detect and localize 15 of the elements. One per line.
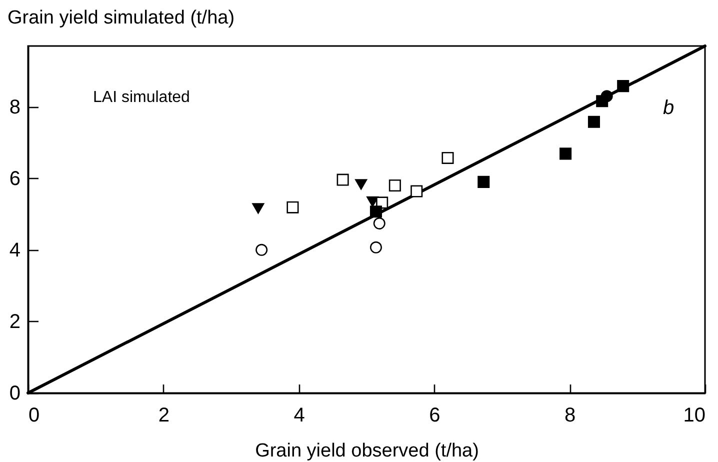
y-tick-label: 0 <box>9 382 20 404</box>
y-tick-label: 6 <box>9 168 20 190</box>
x-axis-title: Grain yield observed (t/ha) <box>255 440 479 462</box>
annotation: b <box>663 97 674 119</box>
y-tick-label: 4 <box>9 239 20 262</box>
x-tick-label: 6 <box>429 404 440 426</box>
x-tick-label: 0 <box>28 404 40 426</box>
x-tick-label: 10 <box>683 404 706 426</box>
x-tick-label: 8 <box>564 404 576 426</box>
y-axis-title: Grain yield simulated (t/ha) <box>8 8 235 28</box>
annotation: LAI simulated <box>93 89 190 106</box>
x-tick-label: 2 <box>158 404 170 426</box>
x-tick-label: 4 <box>294 404 305 426</box>
y-tick-label: 8 <box>9 96 20 118</box>
y-tick-label: 2 <box>9 310 20 333</box>
